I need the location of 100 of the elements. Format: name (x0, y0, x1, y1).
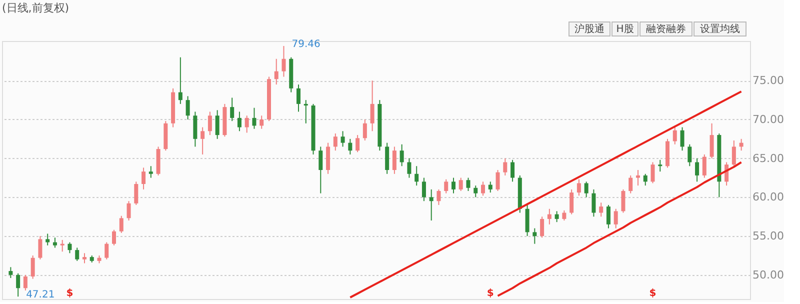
line-series (349, 90, 742, 298)
candlestick (8, 266, 13, 279)
annotation: $ (486, 288, 494, 299)
y-tick-label: 75.00 (752, 74, 784, 88)
candlestick (200, 126, 205, 155)
text: 融资融券 (646, 23, 686, 35)
candlestick (466, 177, 470, 192)
candlestick (392, 146, 396, 174)
candlestick (444, 178, 448, 194)
candlestick (274, 58, 278, 86)
candlestick (119, 215, 124, 234)
annotation: $ (66, 288, 74, 299)
candlestick (547, 208, 552, 225)
candlestick (407, 158, 412, 178)
candlestick (739, 138, 744, 152)
chart-title: (日线,前复权) (2, 2, 70, 14)
candlestick (68, 242, 72, 254)
candlestick (16, 272, 20, 298)
candlestick (252, 107, 256, 130)
text: 沪股通 (574, 23, 604, 35)
candlestick (260, 115, 264, 130)
candlestick (599, 202, 604, 218)
candlestick (695, 158, 700, 182)
annotation: 79.46 (292, 38, 320, 50)
candlestick (362, 118, 367, 141)
candlestick (621, 188, 626, 214)
candlestick (710, 122, 714, 159)
candlestick (148, 166, 153, 178)
candlestick (400, 144, 404, 167)
candlestick (688, 144, 692, 167)
y-tick-label: 55.00 (752, 230, 784, 243)
candlestick (732, 140, 736, 167)
candlestick (104, 242, 109, 260)
y-tick-label: 70.00 (752, 112, 784, 126)
candlestick (576, 178, 581, 196)
candlestick (554, 210, 559, 223)
candlestick (30, 254, 35, 280)
candlestick (606, 204, 610, 229)
candlestick (672, 125, 677, 145)
candlestick (510, 159, 515, 182)
candlestick (370, 80, 374, 132)
y-tick-label: 65.00 (752, 152, 784, 165)
candlestick (208, 111, 212, 136)
candlestick (230, 97, 234, 122)
y-tick-label: 60.00 (752, 190, 784, 204)
candlestick (429, 188, 434, 222)
candlestick (340, 130, 345, 148)
candlestick (570, 188, 574, 215)
candlestick (215, 110, 220, 140)
candlestick (237, 111, 242, 132)
candlestick (126, 200, 131, 222)
candlestick (414, 166, 419, 186)
candlestick (525, 204, 530, 237)
candlestick (296, 84, 301, 112)
candlestick (436, 188, 441, 206)
candlestick (503, 158, 508, 176)
candlestick (38, 236, 42, 260)
candlestick (134, 181, 138, 206)
candlestick (142, 167, 146, 190)
candlestick (532, 228, 537, 244)
candlestick (282, 45, 286, 78)
candlestick (318, 146, 323, 194)
candlestick (23, 274, 28, 291)
candlestick (474, 185, 478, 198)
candlestick (680, 126, 684, 152)
candlestick (488, 181, 492, 194)
candlestick (481, 181, 486, 196)
candlestick (562, 210, 566, 222)
candlestick (458, 177, 463, 192)
candlestick (496, 170, 500, 192)
candlestick (178, 56, 182, 104)
candlestick (112, 229, 116, 246)
candlestick (628, 174, 633, 194)
candlestick (60, 239, 64, 252)
candlestick (592, 188, 596, 218)
candlestick (326, 142, 330, 174)
candlestick (702, 154, 706, 178)
candlestick (422, 177, 426, 202)
candlestick (636, 170, 640, 186)
candlestick (46, 233, 50, 246)
candlestick (82, 252, 86, 264)
text: H股 (616, 24, 634, 35)
candlestick (186, 96, 190, 120)
candlestick (356, 134, 360, 153)
candlestick (614, 208, 618, 229)
candlestick (52, 237, 57, 248)
candlestick (244, 115, 249, 134)
candlestick (584, 181, 588, 198)
candlestick (333, 132, 338, 152)
candlestick (658, 159, 662, 172)
candlestick (75, 247, 80, 262)
candlestick (643, 173, 648, 186)
candlestick (348, 138, 352, 155)
candlestick (304, 100, 308, 124)
text: 设置均线 (700, 23, 740, 35)
annotation: $ (649, 288, 656, 299)
candlestick (385, 142, 390, 174)
candlestick (650, 162, 655, 184)
candlestick (451, 177, 456, 194)
candlestick (540, 216, 544, 238)
